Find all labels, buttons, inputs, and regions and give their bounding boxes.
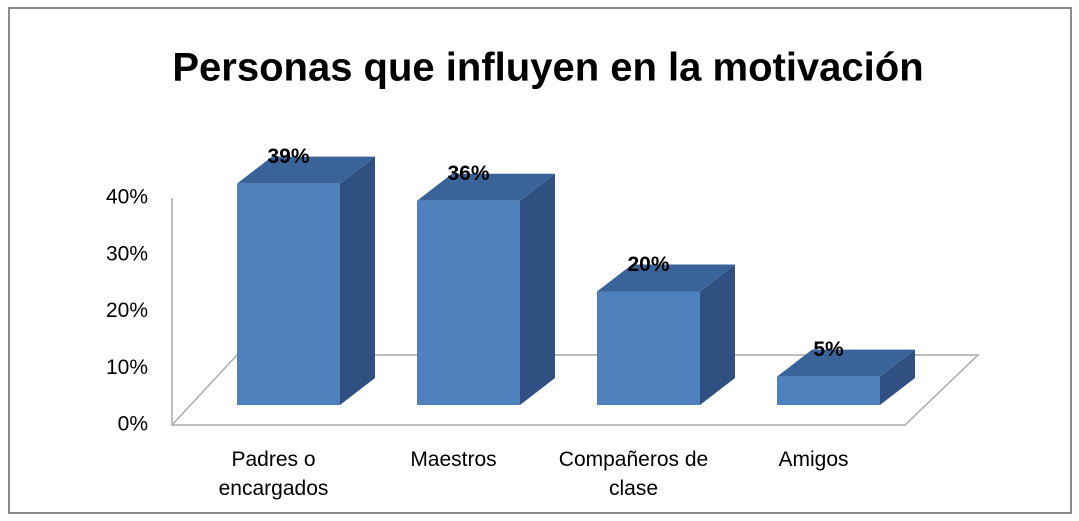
bar-side — [340, 156, 375, 405]
bar — [237, 183, 340, 405]
bar — [417, 200, 520, 405]
bar-side — [520, 173, 555, 405]
y-tick-label: 40% — [106, 186, 148, 209]
floor — [170, 354, 980, 426]
x-tick-label: Maestros — [410, 448, 497, 471]
bar-top — [777, 349, 915, 377]
y-tick-label: 10% — [106, 356, 148, 379]
y-tick-label: 0% — [118, 413, 148, 436]
bar-top — [597, 264, 735, 292]
x-tick-label: Compañeros de clase — [558, 448, 709, 500]
bar-top — [417, 173, 555, 201]
data-label: 39% — [267, 145, 309, 168]
chart-title: Personas que influyen en la motivación — [172, 46, 923, 90]
x-tick-label: Amigos — [778, 448, 849, 471]
bar-top — [237, 156, 375, 184]
data-label: 5% — [813, 338, 844, 361]
x-tick-label: Padres o encargados — [218, 448, 329, 500]
bar-side — [700, 264, 735, 405]
bar — [597, 291, 700, 405]
bar — [777, 376, 880, 405]
y-tick-label: 20% — [106, 299, 148, 322]
data-label: 36% — [447, 162, 489, 185]
bar-side — [880, 349, 915, 405]
data-label: 20% — [627, 253, 669, 276]
y-tick-label: 30% — [106, 242, 148, 265]
